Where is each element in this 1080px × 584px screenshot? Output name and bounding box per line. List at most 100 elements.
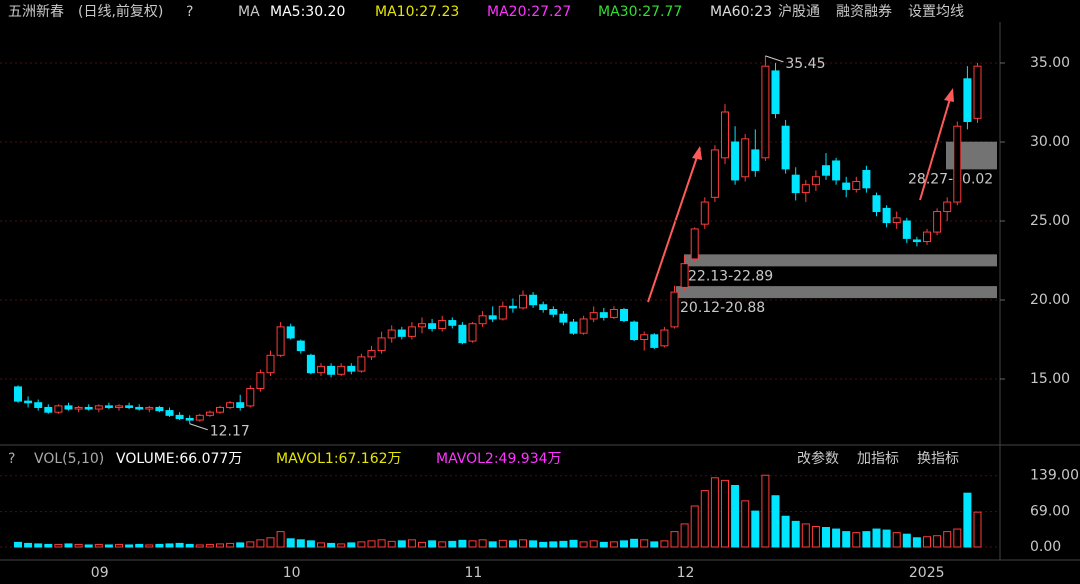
candle-body — [559, 313, 568, 323]
arrow-head — [944, 88, 954, 102]
volume-bar — [599, 541, 608, 548]
volume-bar — [438, 541, 447, 548]
candle-body — [216, 406, 224, 413]
annotation: 12.17 — [210, 424, 250, 440]
vol-help[interactable]: ? — [8, 451, 15, 467]
volume-bar — [347, 542, 356, 548]
candle-body — [710, 149, 719, 198]
x-tick-label: 11 — [465, 565, 483, 581]
candle-body — [963, 78, 972, 122]
candle-body — [620, 308, 628, 322]
candle-body — [892, 217, 901, 224]
settings[interactable]: 设置均线 — [908, 4, 964, 20]
volume-bar — [155, 543, 164, 548]
volume-bar — [882, 529, 891, 548]
candle-body — [246, 387, 255, 407]
volume-bar — [428, 540, 437, 548]
candle-body — [226, 402, 235, 408]
vol-button[interactable]: 加指标 — [857, 451, 899, 467]
candle-body — [468, 323, 477, 342]
volume-bar — [94, 543, 103, 548]
candle-body — [781, 125, 790, 170]
volume-bar — [357, 541, 366, 548]
candle-body — [902, 220, 911, 239]
candle-body — [690, 228, 699, 260]
vol-button[interactable]: 改参数 — [797, 450, 839, 467]
candle-body — [811, 176, 820, 186]
volume-bar — [801, 523, 810, 548]
candle-body — [822, 165, 830, 176]
candle-body — [700, 201, 709, 225]
candle-body — [609, 308, 618, 318]
rzrq[interactable]: 融资融券 — [836, 4, 892, 20]
x-tick-label: 12 — [677, 565, 695, 581]
candle-body — [94, 405, 103, 410]
candle-body — [115, 405, 123, 408]
volume-bar — [842, 531, 851, 548]
volume-bar — [458, 539, 467, 548]
candle-body — [357, 356, 366, 372]
volume-bar — [74, 543, 83, 548]
candle-body — [306, 354, 315, 374]
hgt[interactable]: 沪股通 — [778, 4, 820, 20]
candle-body — [276, 326, 285, 356]
candle-body — [327, 365, 336, 375]
candle-body — [953, 125, 962, 203]
candle-body — [438, 320, 447, 329]
vol-button[interactable]: 换指标 — [917, 450, 959, 467]
vol-title: VOL(5,10) — [34, 451, 104, 467]
volume-bar — [145, 544, 154, 548]
candle-body — [44, 406, 53, 413]
candle-body — [34, 402, 43, 408]
volume-bar — [488, 541, 497, 548]
candle-body — [943, 201, 952, 213]
arrow-head — [692, 146, 702, 160]
volume-bar — [559, 540, 568, 548]
candle-body — [660, 329, 669, 347]
volume-bar — [933, 535, 942, 548]
ma20: MA20:27.27 — [487, 4, 571, 20]
candle-body — [205, 411, 214, 416]
vol-mavol2: MAVOL2:49.934万 — [436, 451, 562, 467]
candle-body — [569, 321, 578, 334]
x-tick-label: 2025 — [909, 565, 945, 581]
candle-body — [579, 318, 588, 334]
volume-bar — [418, 541, 426, 548]
annotation: 35.45 — [785, 56, 825, 72]
help[interactable]: ? — [186, 4, 193, 20]
volume-bar — [286, 538, 295, 548]
candle-body — [195, 414, 204, 421]
ma5: MA5:30.20 — [270, 4, 345, 20]
candle-body — [751, 149, 760, 171]
x-tick-label: 10 — [283, 565, 301, 581]
candle-body — [852, 181, 861, 190]
volume-bar — [84, 544, 93, 548]
volume-bar — [14, 541, 22, 548]
vol-mavol1: MAVOL1:67.162万 — [276, 451, 402, 467]
candle-body — [912, 239, 921, 243]
volume-bar — [44, 543, 53, 548]
candle-body — [842, 182, 851, 190]
volume-bar — [862, 531, 871, 548]
volume-bar — [54, 543, 63, 548]
candle-body — [125, 405, 134, 408]
candle-body — [478, 315, 487, 325]
y-tick-label: 30.00 — [1030, 134, 1070, 150]
volume-bar — [751, 510, 760, 548]
candle-body — [973, 65, 982, 119]
candle-body — [296, 340, 305, 352]
volume-bar — [448, 540, 457, 548]
volume-bar — [589, 540, 598, 548]
ma-label: MA — [238, 4, 260, 20]
volume-bar — [296, 539, 305, 548]
candle-body — [54, 405, 63, 413]
candle-body — [14, 386, 22, 402]
volume-bar — [680, 523, 689, 548]
annotation-leader — [765, 55, 784, 63]
mode[interactable]: (日线,前复权) — [78, 3, 163, 20]
volume-bar — [670, 531, 679, 548]
candle-body — [337, 365, 346, 375]
candle-body — [397, 329, 406, 337]
candle-body — [135, 406, 144, 410]
